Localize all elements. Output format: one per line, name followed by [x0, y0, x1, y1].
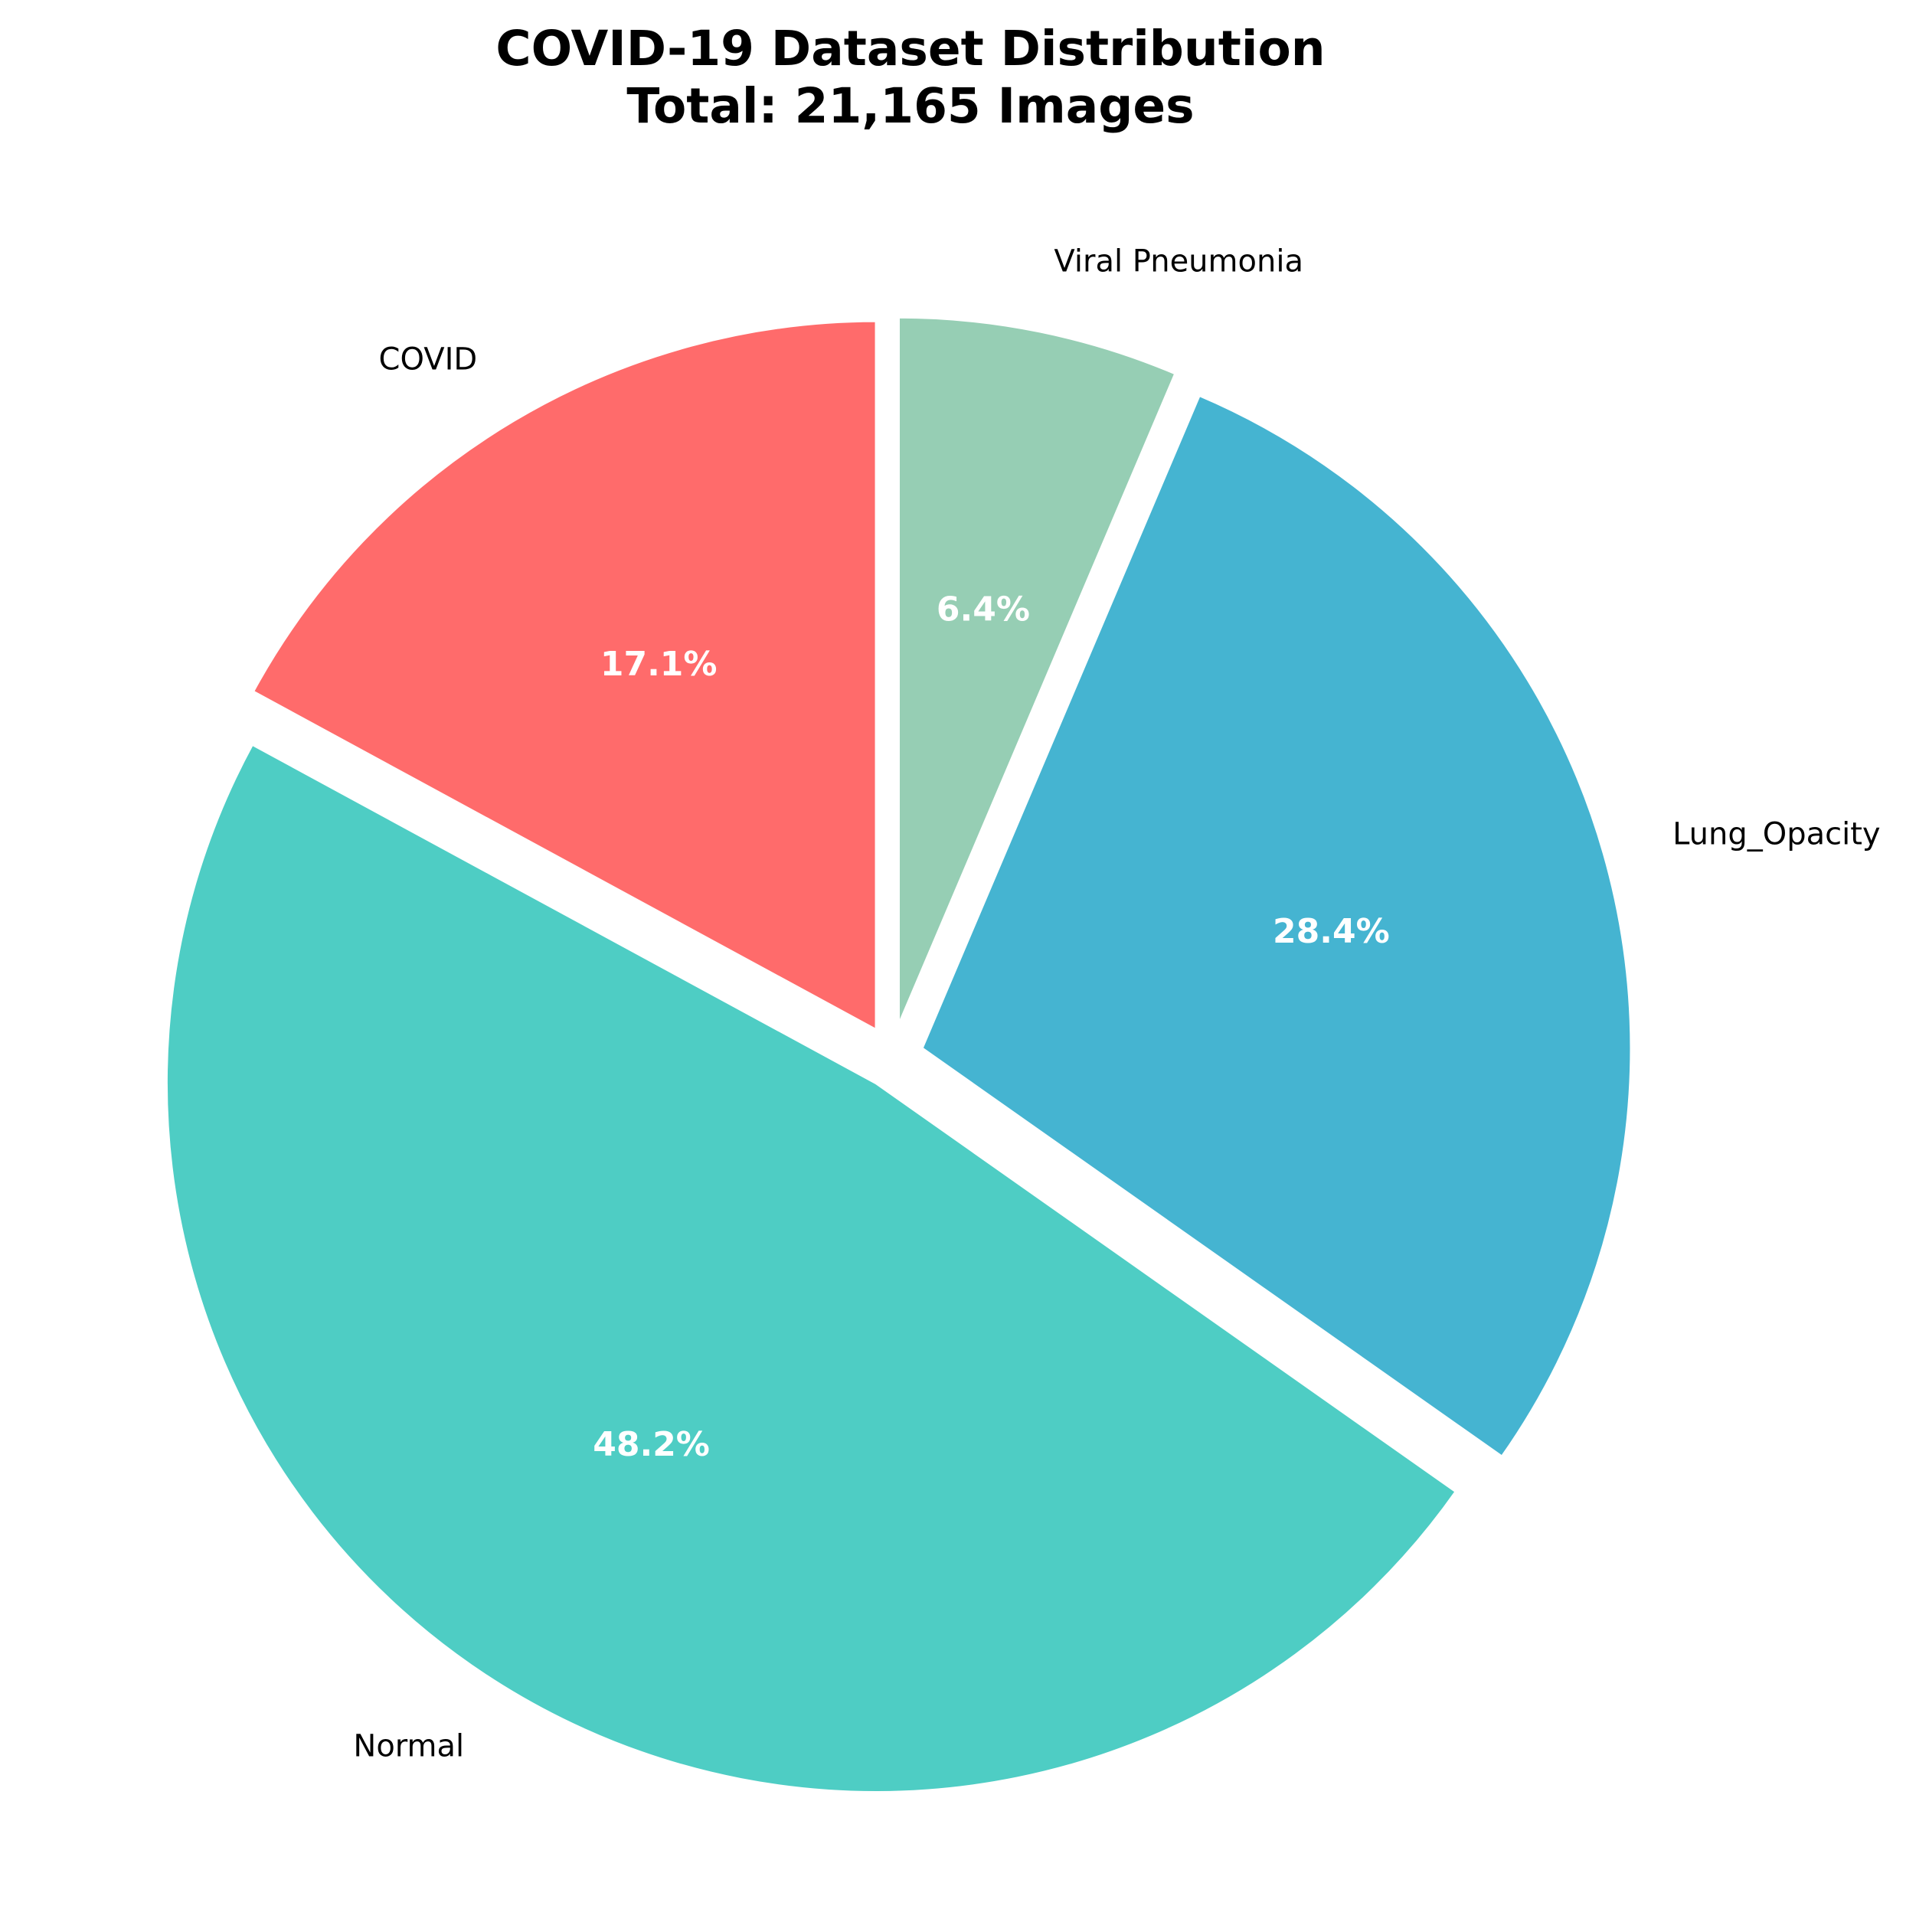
slice-label-lung-opacity: Lung_Opacity	[1672, 816, 1881, 852]
slice-percent-viral-pneumonia: 6.4%	[937, 590, 1030, 629]
pie-slice-viral-pneumonia	[896, 315, 1179, 1028]
slice-percent-covid: 17.1%	[600, 645, 718, 684]
pie-slice-lung-opacity	[919, 393, 1633, 1460]
slice-percent-normal: 48.2%	[593, 1425, 710, 1464]
pie-slice-covid	[250, 319, 878, 1033]
pie-labels: COVID 17.1% Normal 48.2% Lung_Opacity 28.4% Vi…	[353, 244, 1880, 1764]
slice-label-viral-pneumonia: Viral Pneumonia	[1054, 244, 1303, 280]
pie-slice-normal	[164, 741, 1459, 1794]
slice-label-normal: Normal	[353, 1728, 464, 1764]
chart-title-line-1: COVID-19 Dataset Distribution	[495, 21, 1325, 77]
chart-title-line-2: Total: 21,165 Images	[626, 78, 1194, 134]
slice-label-covid: COVID	[379, 342, 478, 377]
pie-slices	[164, 315, 1633, 1794]
slice-percent-lung-opacity: 28.4%	[1273, 912, 1390, 951]
